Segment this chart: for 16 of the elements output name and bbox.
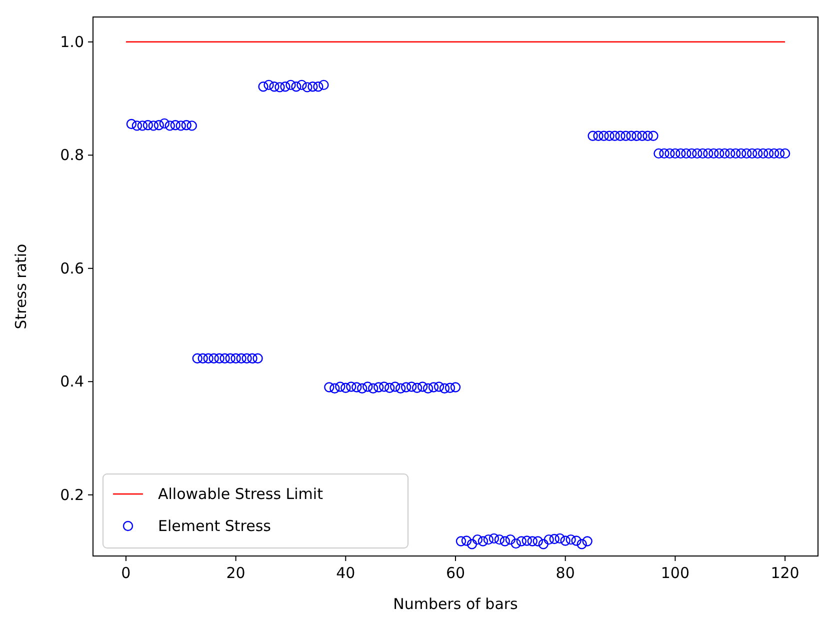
y-tick-label: 0.8 — [60, 146, 84, 164]
y-axis-title: Stress ratio — [12, 244, 30, 330]
x-tick-label: 100 — [660, 564, 690, 582]
y-tick-label: 0.6 — [60, 259, 84, 278]
legend-label: Element Stress — [158, 517, 272, 535]
y-tick-label: 1.0 — [60, 32, 84, 51]
x-tick-label: 120 — [770, 564, 800, 582]
x-tick-label: 60 — [446, 564, 466, 582]
x-tick-label: 40 — [336, 564, 356, 582]
y-tick-label: 0.4 — [60, 372, 84, 391]
x-axis-title: Numbers of bars — [393, 595, 518, 613]
y-tick-label: 0.2 — [60, 486, 84, 504]
x-tick-label: 0 — [121, 564, 131, 582]
x-tick-label: 20 — [226, 564, 246, 582]
x-tick-label: 80 — [556, 564, 575, 582]
legend-label: Allowable Stress Limit — [158, 485, 324, 503]
